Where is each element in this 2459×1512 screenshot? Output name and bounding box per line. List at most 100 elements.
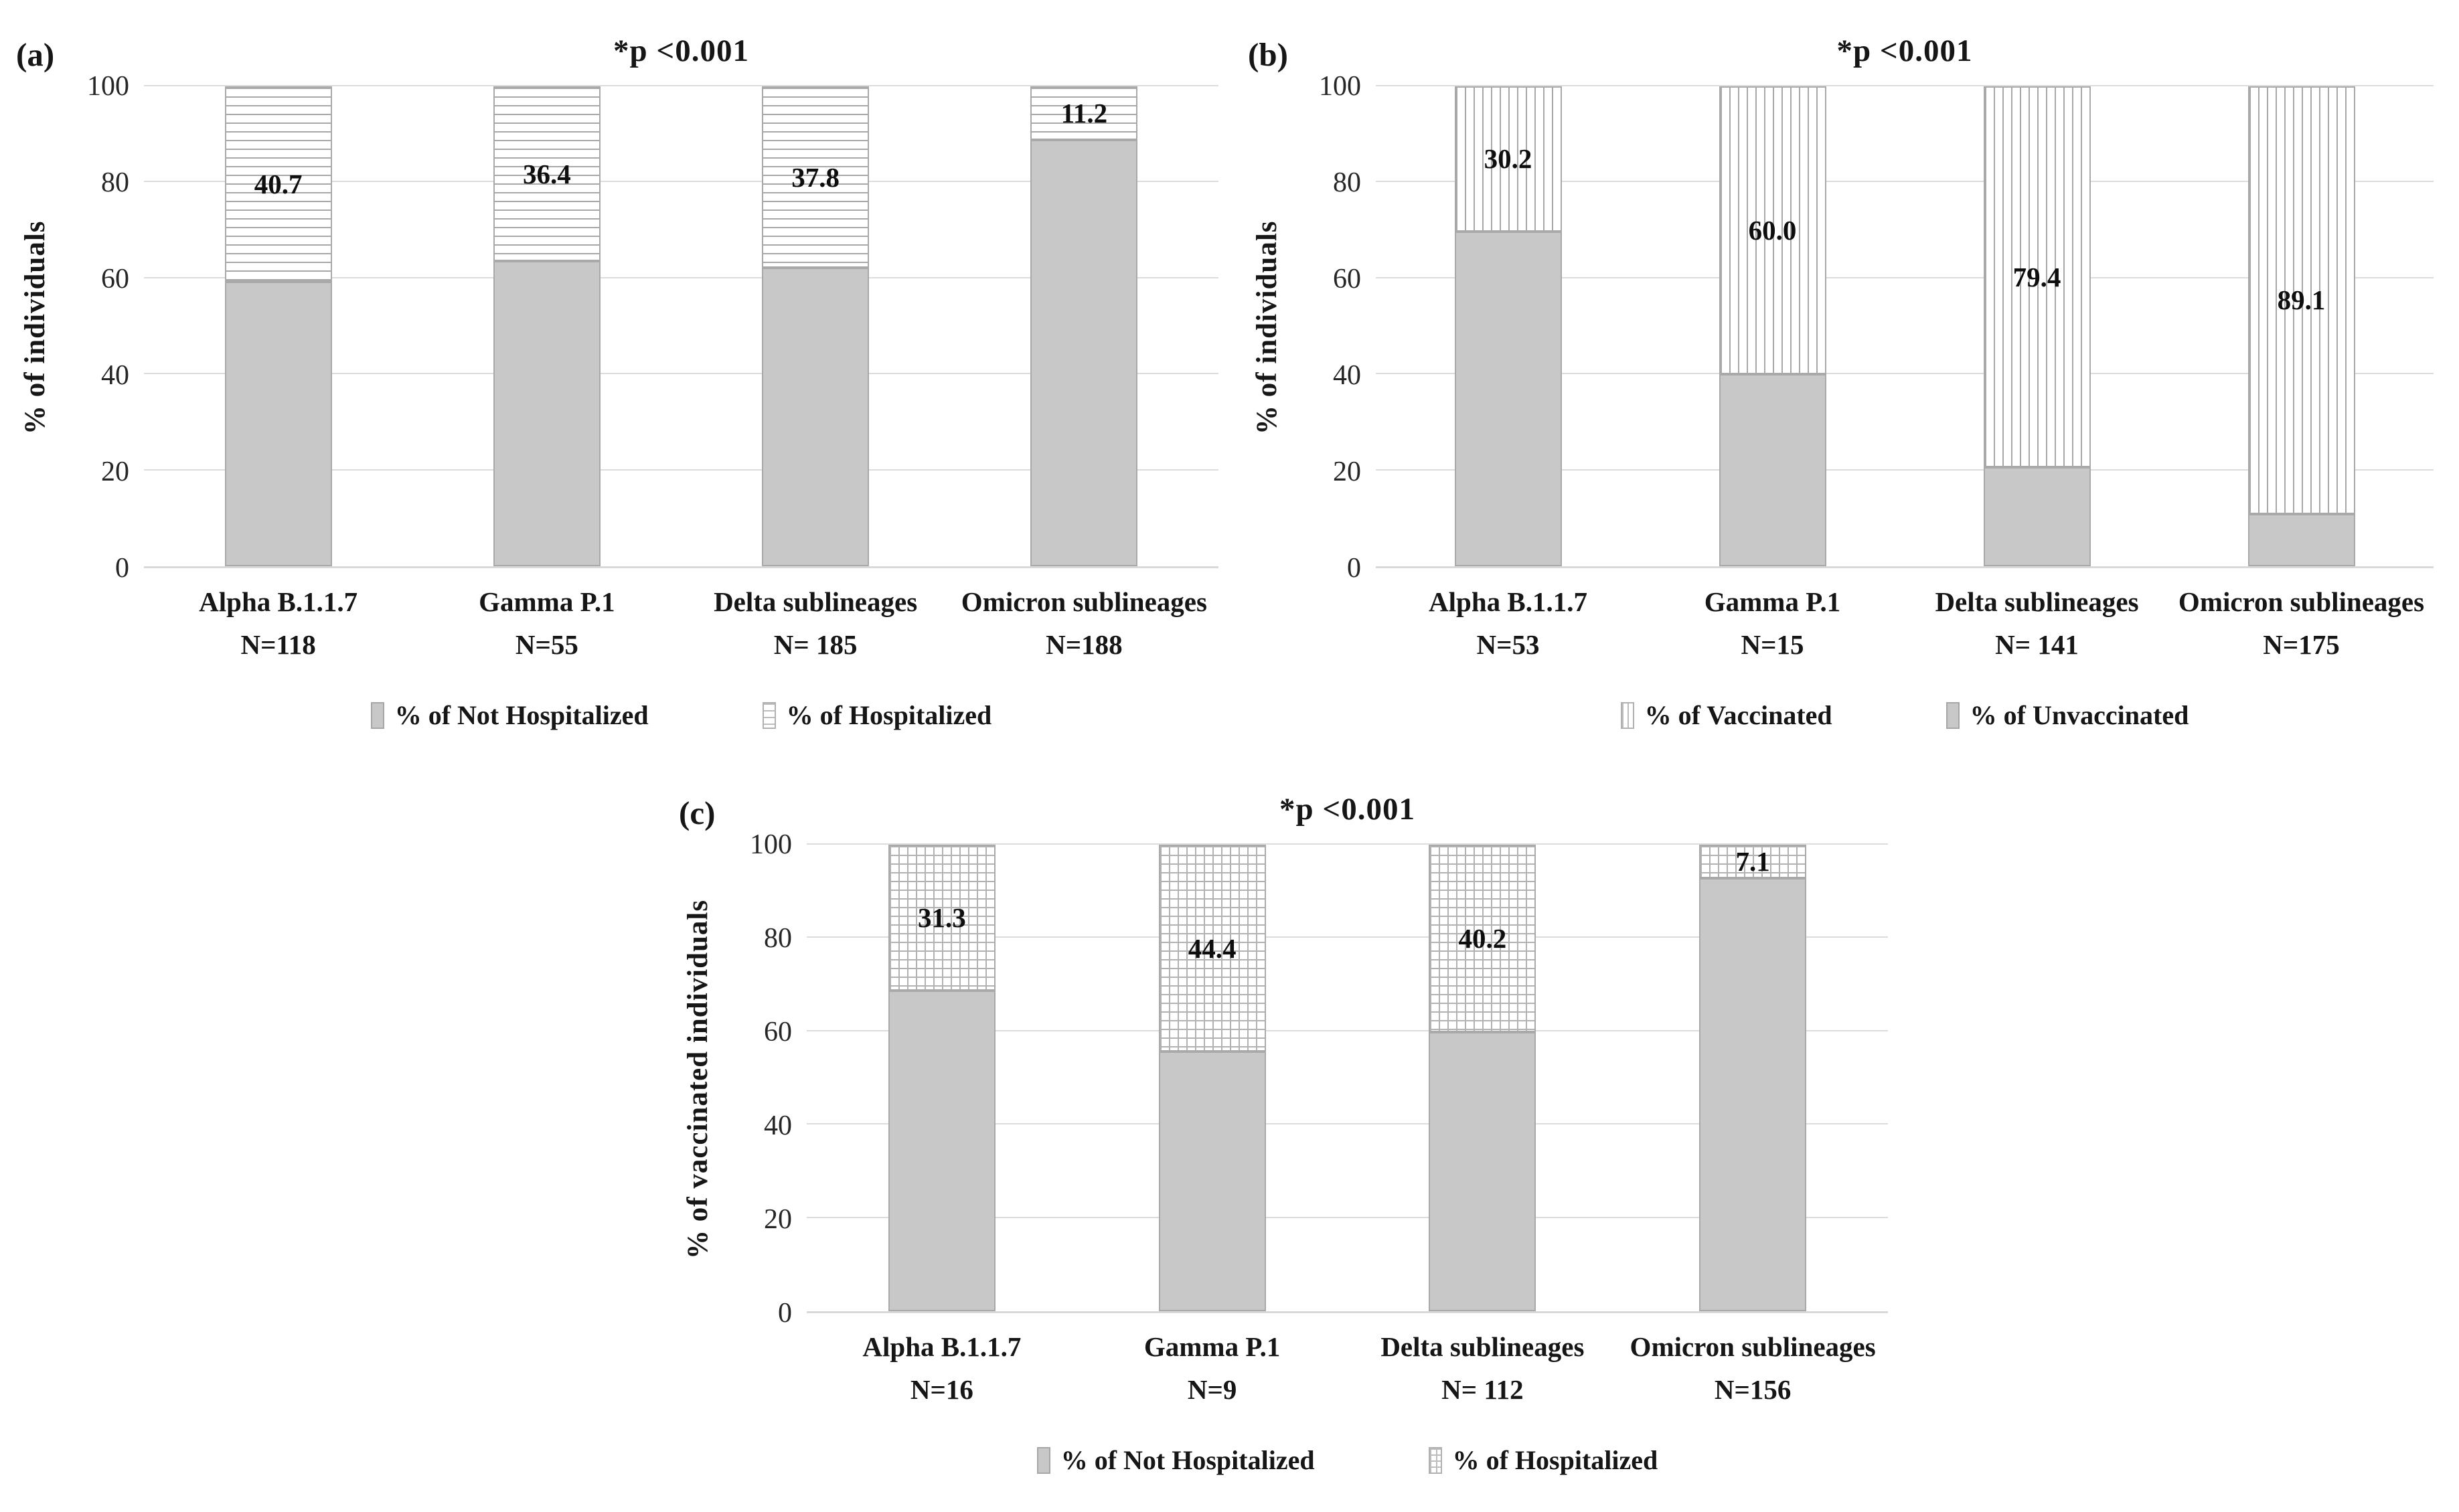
y-axis-title: % of individuals <box>1251 220 1283 434</box>
gridline <box>807 936 1888 938</box>
category: Alpha B.1.1.7 N=118 <box>144 586 412 661</box>
stacked-bar: 30.2 <box>1454 86 1562 566</box>
category-label: Omicron sublineages <box>961 586 1207 617</box>
bottom-segment <box>2247 513 2355 566</box>
legend-label: % of Unvaccinated <box>1970 700 2189 730</box>
category-label: Alpha B.1.1.7 <box>1429 586 1587 617</box>
gridline <box>1376 373 2434 375</box>
bar-slot: 36.4 <box>412 86 681 566</box>
bar-slot: 30.2 <box>1376 86 1640 566</box>
bars: 30.2 60.0 79.4 89.1 <box>1376 86 2434 566</box>
category: Omicron sublineages N=175 <box>2169 586 2434 661</box>
bar-slot: 79.4 <box>1905 86 2169 566</box>
category-label: Delta sublineages <box>714 586 918 617</box>
chart-title: *p <0.001 <box>1836 33 1973 68</box>
legend-swatch-solid <box>1036 1446 1050 1474</box>
bar-slot: 37.8 <box>682 86 950 566</box>
legend-swatch-solid <box>1946 701 1960 729</box>
legend-label: % of Vaccinated <box>1644 700 1832 730</box>
category-n-count: N=9 <box>1187 1374 1237 1405</box>
top-segment: 11.2 <box>1030 86 1138 141</box>
bar-slot: 40.2 <box>1348 845 1618 1311</box>
gridline <box>144 373 1218 375</box>
category-n-count: N=53 <box>1476 629 1540 660</box>
panel-label-a: (a) <box>16 36 55 73</box>
bottom-segment <box>1454 231 1562 566</box>
legend-label: % of Not Hospitalized <box>394 700 649 730</box>
category-n-count: N=175 <box>2263 629 2340 660</box>
category: Alpha B.1.1.7 N=53 <box>1376 586 1640 661</box>
bars: 31.3 44.4 40.2 7.1 <box>807 845 1888 1311</box>
category-n-count: N= 185 <box>773 629 858 660</box>
y-tick-label: 100 <box>750 829 792 860</box>
gridline <box>144 181 1218 183</box>
gridline <box>1376 276 2434 278</box>
data-label: 31.3 <box>918 902 966 934</box>
category: Gamma P.1 N=9 <box>1077 1331 1348 1406</box>
legend-item: % of Not Hospitalized <box>1036 1444 1315 1476</box>
bottom-segment <box>1699 877 1807 1311</box>
bar-slot: 11.2 <box>950 86 1218 566</box>
legend-label: % of Not Hospitalized <box>1060 1445 1315 1475</box>
y-tick-label: 60 <box>101 264 129 295</box>
legend-item: % of Hospitalized <box>1428 1444 1658 1476</box>
top-segment: 30.2 <box>1454 86 1562 232</box>
stacked-bar: 40.7 <box>224 86 332 566</box>
bar-slot: 31.3 <box>807 845 1077 1311</box>
category-n-count: N=55 <box>515 629 578 660</box>
top-segment: 37.8 <box>762 86 870 268</box>
y-tick-label: 40 <box>101 360 129 391</box>
stacked-bar: 7.1 <box>1699 845 1807 1311</box>
chart-body: % of vaccinated individuals 0 20 40 60 80 100… <box>676 829 1888 1329</box>
x-axis-labels: Alpha B.1.1.7 N=16 Gamma P.1 N=9 Delta subli… <box>807 1331 1888 1406</box>
x-axis-labels: Alpha B.1.1.7 N=53 Gamma P.1 N=15 Delta subl… <box>1376 586 2434 661</box>
y-tick-label: 60 <box>1333 264 1361 295</box>
category-n-count: N=156 <box>1714 1374 1792 1405</box>
category-n-count: N=15 <box>1741 629 1804 660</box>
bottom-segment <box>1030 140 1138 566</box>
category-label: Delta sublineages <box>1935 586 2139 617</box>
top-segment: 79.4 <box>1983 86 2091 468</box>
gridline <box>1376 181 2434 183</box>
stacked-bar: 60.0 <box>1719 86 1826 566</box>
y-tick-label: 80 <box>1333 167 1361 198</box>
stacked-bar: 37.8 <box>762 86 870 566</box>
stacked-bar: 40.2 <box>1429 845 1536 1311</box>
bottom-segment <box>1158 1052 1266 1311</box>
bar-slot: 40.7 <box>144 86 412 566</box>
legend-label: % of Hospitalized <box>1452 1445 1658 1475</box>
chart-panel-b: (b) *p <0.001 % of individuals 0 20 40 60 80… <box>1245 10 2434 731</box>
legend-swatch-solid <box>370 701 384 729</box>
legend-item: % of Not Hospitalized <box>370 699 649 731</box>
plot-area: 31.3 44.4 40.2 7.1 <box>807 843 1888 1313</box>
data-label: 44.4 <box>1188 932 1237 964</box>
category: Gamma P.1 N=55 <box>412 586 681 661</box>
legend-item: % of Unvaccinated <box>1946 699 2189 731</box>
bottom-segment <box>888 991 996 1311</box>
y-axis-title: % of individuals <box>19 220 51 434</box>
bottom-segment <box>1719 374 1826 566</box>
legend-label: % of Hospitalized <box>786 700 992 730</box>
data-label: 11.2 <box>1060 98 1108 129</box>
y-tick-label: 0 <box>115 553 129 584</box>
category-label: Alpha B.1.1.7 <box>199 586 358 617</box>
category-n-count: N=16 <box>910 1374 973 1405</box>
y-tick-label: 20 <box>101 456 129 487</box>
bar-slot: 60.0 <box>1640 86 1905 566</box>
bar-slot: 7.1 <box>1617 845 1888 1311</box>
gridline <box>807 1029 1888 1031</box>
stacked-bar: 36.4 <box>493 86 601 566</box>
category: Delta sublineages N= 141 <box>1905 586 2169 661</box>
bars: 40.7 36.4 37.8 11.2 <box>144 86 1218 566</box>
category-label: Omicron sublineages <box>1630 1331 1876 1362</box>
top-segment: 40.7 <box>224 86 332 282</box>
category: Delta sublineages N= 185 <box>682 586 950 661</box>
gridline <box>144 469 1218 471</box>
category-n-count: N= 141 <box>1995 629 2079 660</box>
bar-slot: 44.4 <box>1077 845 1348 1311</box>
top-segment: 7.1 <box>1699 845 1807 878</box>
x-axis-labels: Alpha B.1.1.7 N=118 Gamma P.1 N=55 Delta sub… <box>144 586 1218 661</box>
bottom-segment <box>1983 467 2091 566</box>
panel-label-c: (c) <box>679 794 716 831</box>
category: Omicron sublineages N=156 <box>1617 1331 1888 1406</box>
